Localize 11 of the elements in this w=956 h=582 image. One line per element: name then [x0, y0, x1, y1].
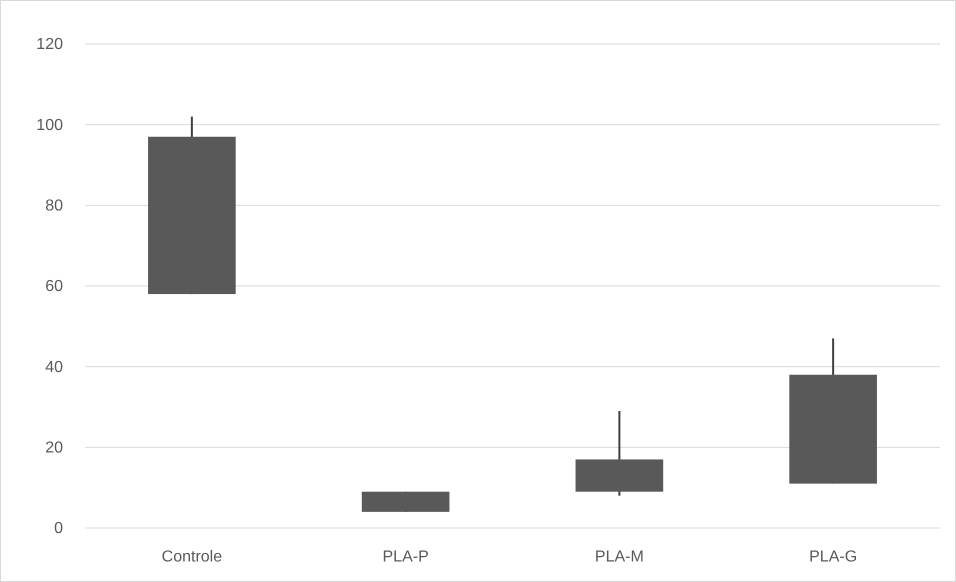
x-tick-label: Controle: [162, 548, 222, 566]
x-tick-label: PLA-G: [809, 548, 858, 566]
x-tick-label: PLA-M: [594, 548, 644, 566]
x-tick-label: PLA-P: [382, 548, 429, 566]
y-tick-label: 20: [45, 439, 64, 456]
y-tick-label: 40: [45, 358, 64, 376]
y-tick-label: 80: [45, 197, 64, 214]
y-tick-label: 0: [54, 520, 64, 538]
y-tick-label: 100: [36, 116, 64, 134]
y-tick-label: 120: [36, 36, 64, 54]
y-tick-label: 60: [45, 278, 64, 296]
